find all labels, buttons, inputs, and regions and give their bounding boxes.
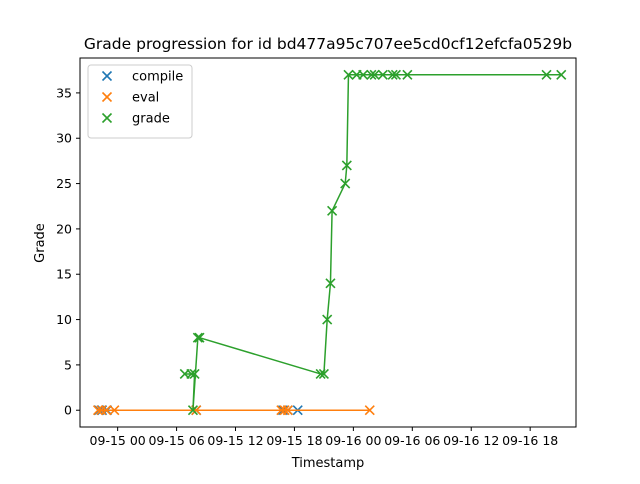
y-tick-label: 35 (56, 85, 72, 100)
data-point-grade (187, 405, 199, 416)
data-point-grade (325, 278, 336, 289)
legend-frame (87, 64, 193, 139)
legend-marker-compile (101, 70, 113, 82)
data-point-grade (343, 69, 354, 80)
x-axis-label: Timestamp (291, 456, 365, 471)
legend: compile eval grade (87, 64, 193, 139)
series-layer (92, 69, 567, 416)
x-tick-label: 09-16 18 (502, 433, 558, 448)
data-point-eval (279, 405, 290, 416)
x-tick-label: 09-15 00 (90, 433, 146, 448)
data-point-grade (541, 69, 552, 80)
data-point-eval (364, 405, 375, 416)
x-tick-label: 09-16 12 (443, 433, 499, 448)
data-point-grade (369, 69, 380, 80)
series-grade (179, 69, 567, 416)
x-tick-label: 09-15 12 (207, 433, 263, 448)
y-tick-label: 25 (56, 176, 72, 191)
y-tick-label: 0 (64, 403, 72, 418)
series-eval (92, 405, 375, 416)
data-point-eval (109, 405, 120, 416)
legend-label: compile (132, 70, 183, 85)
x-axis: 09-15 00 09-15 06 09-15 12 09-15 18 09-16 00… (90, 427, 558, 448)
legend-label: eval (132, 91, 159, 106)
y-tick-label: 15 (56, 267, 72, 282)
y-tick-label: 10 (56, 312, 72, 327)
data-point-grade (377, 69, 388, 80)
chart-title: Grade progression for id bd477a95c707ee5… (84, 35, 572, 53)
data-point-grade (341, 160, 352, 171)
data-point-grade (189, 368, 200, 380)
data-point-grade (315, 368, 326, 380)
legend-entry-compile: compile (101, 70, 183, 85)
data-point-eval (282, 405, 293, 416)
data-point-grade (327, 205, 338, 216)
data-point-grade (390, 69, 401, 80)
legend-marker-eval (101, 91, 113, 103)
x-tick-label: 09-16 06 (384, 433, 440, 448)
legend-entries: compile eval grade (101, 70, 183, 127)
data-point-grade (556, 69, 567, 80)
y-tick-label: 30 (56, 131, 72, 146)
legend-label: grade (132, 112, 170, 127)
data-point-grade (402, 69, 413, 80)
data-point-grade (358, 69, 369, 80)
x-tick-label: 09-15 06 (148, 433, 204, 448)
data-point-grade (387, 69, 398, 80)
data-point-grade (340, 178, 351, 189)
legend-entry-grade: grade (101, 112, 170, 127)
y-axis-label: Grade (33, 223, 48, 263)
data-point-grade (192, 332, 203, 343)
legend-marker-grade (101, 112, 113, 124)
axes-frame (79, 57, 577, 428)
x-tick-label: 09-16 00 (325, 433, 381, 448)
x-tick-label: 09-15 18 (266, 433, 322, 448)
data-point-grade (186, 368, 197, 380)
data-point-eval (92, 405, 104, 416)
data-point-grade (322, 314, 333, 325)
y-tick-label: 5 (64, 357, 72, 372)
data-point-grade (366, 69, 377, 80)
data-point-eval (101, 405, 112, 416)
data-point-grade (318, 368, 329, 380)
data-point-grade (194, 332, 205, 343)
y-tick-label: 20 (56, 221, 72, 236)
y-axis: 0 5 10 15 20 25 30 35 (56, 85, 80, 418)
legend-entry-eval: eval (101, 91, 159, 106)
